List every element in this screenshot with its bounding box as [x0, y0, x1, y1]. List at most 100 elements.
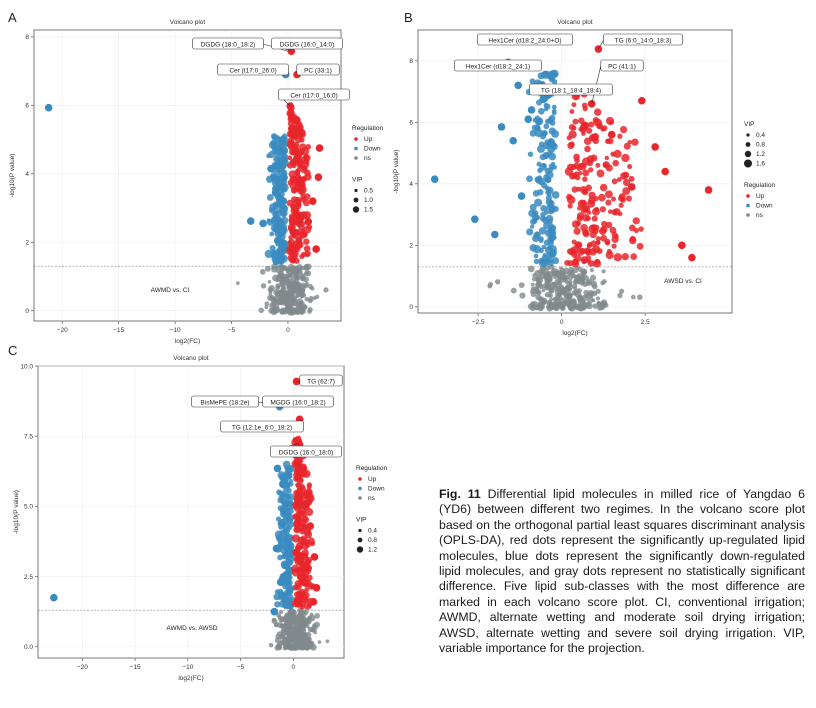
- point-ns: [561, 274, 568, 281]
- point-up: [576, 212, 585, 220]
- point-up: [590, 154, 598, 162]
- point-down: [535, 176, 543, 184]
- point-up: [595, 236, 601, 242]
- point-down: [279, 480, 287, 488]
- point-down: [550, 204, 556, 211]
- point-down: [544, 177, 551, 183]
- point-down: [534, 198, 543, 207]
- point-up: [595, 162, 601, 168]
- point-down: [527, 151, 534, 157]
- x-tick-label: −5: [237, 664, 245, 671]
- lipid-label: PC (33:1): [296, 63, 340, 76]
- point-ns: [595, 288, 601, 294]
- point-up: [575, 242, 582, 249]
- point-up: [301, 512, 307, 518]
- lipid-label: TG (6:0_14:0_18:3): [598, 33, 683, 50]
- point-ns: [301, 626, 306, 631]
- legend-item: Up: [756, 193, 765, 200]
- legend-item: Down: [756, 203, 773, 210]
- point-ns: [565, 285, 570, 291]
- point-ns: [285, 278, 293, 286]
- point-up: [576, 248, 585, 256]
- point-ns: [264, 265, 271, 272]
- point-up: [625, 195, 632, 202]
- legend-swatch-up: [746, 194, 750, 198]
- point-up: [295, 542, 304, 551]
- point-up: [287, 137, 295, 145]
- point-ns: [278, 269, 284, 275]
- point-up: [605, 199, 612, 206]
- legend-swatch-down: [746, 203, 750, 208]
- point-up: [294, 597, 303, 606]
- point-ns: [281, 265, 286, 269]
- point-up: [571, 239, 577, 245]
- point-down: [552, 257, 560, 265]
- legend-swatch-ns: [354, 156, 358, 160]
- point-ns: [566, 271, 572, 277]
- point-down: [269, 231, 275, 237]
- x-tick-label: 0: [286, 327, 290, 334]
- point-up: [616, 177, 622, 182]
- x-tick-label: −5: [228, 327, 236, 334]
- lipid-label: BisMePE (18:2e): [191, 395, 280, 408]
- point-up: [294, 152, 302, 161]
- point-ns: [259, 268, 266, 275]
- point-ns: [274, 623, 278, 628]
- point-down: [283, 572, 292, 581]
- point-ns: [603, 302, 609, 308]
- legend-vip-swatch: [357, 537, 363, 543]
- point-down: [537, 167, 543, 174]
- point-up: [307, 224, 313, 230]
- point-up: [312, 245, 320, 253]
- point-ns: [303, 265, 310, 271]
- point-down: [534, 125, 541, 132]
- y-tick-label: 6: [409, 120, 413, 127]
- y-tick-label: 0: [409, 304, 413, 311]
- point-up: [595, 240, 601, 245]
- point-up: [290, 125, 299, 134]
- point-down: [278, 249, 286, 256]
- label-box: [262, 395, 334, 408]
- point-up: [630, 253, 638, 260]
- point-down: [470, 215, 479, 223]
- point-up: [304, 587, 310, 593]
- label-box: [192, 37, 264, 50]
- point-up: [291, 148, 298, 154]
- point-ns: [574, 274, 582, 282]
- y-tick-label: 0: [25, 308, 29, 315]
- point-down: [545, 198, 553, 206]
- point-ns: [283, 621, 288, 625]
- point-up: [288, 238, 295, 246]
- label-leader-line: [598, 39, 604, 50]
- point-up: [627, 163, 633, 170]
- point-up: [585, 255, 592, 261]
- point-up: [571, 186, 578, 193]
- point-down: [50, 593, 58, 602]
- point-up: [613, 149, 622, 158]
- point-ns: [305, 631, 312, 638]
- legend-vip-swatch: [353, 197, 359, 203]
- point-up: [567, 142, 575, 150]
- comparison-label: AWMD vs. AWSD: [166, 625, 217, 632]
- y-tick-label: 2: [409, 243, 413, 250]
- point-ns: [601, 269, 606, 274]
- legend-vip-swatch: [352, 206, 360, 213]
- point-up: [295, 168, 301, 173]
- label-box: [529, 83, 613, 96]
- point-ns: [592, 283, 598, 290]
- point-up: [304, 530, 313, 539]
- point-down: [282, 528, 288, 534]
- point-ns: [284, 629, 291, 636]
- point-up: [292, 176, 299, 184]
- point-ns: [279, 294, 285, 301]
- point-ns: [304, 296, 310, 302]
- point-down: [277, 505, 284, 511]
- legend-vip-swatch: [356, 546, 364, 553]
- point-up: [607, 209, 613, 214]
- point-down: [527, 106, 536, 114]
- label-box: [191, 395, 259, 408]
- point-up: [577, 171, 583, 176]
- point-up: [291, 233, 297, 238]
